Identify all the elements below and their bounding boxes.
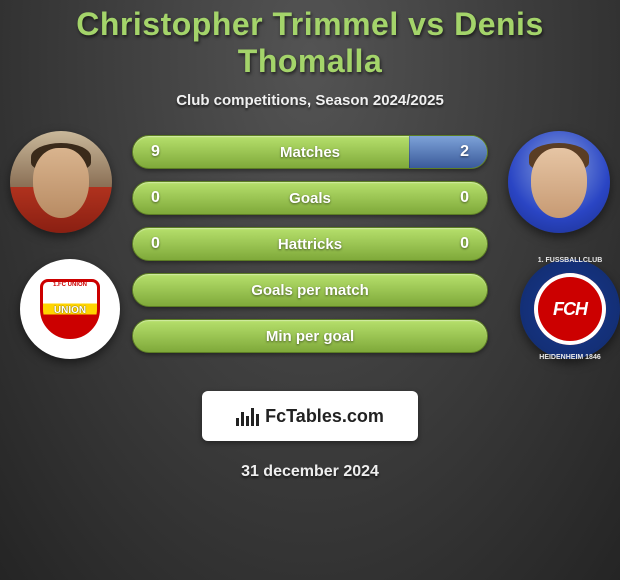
club2-ring-bot: HEIDENHEIM 1846 (520, 354, 620, 361)
stat-label: Goals (133, 190, 487, 207)
stat-left-value: 0 (151, 189, 160, 207)
branding-badge: FcTables.com (202, 391, 418, 441)
stat-label: Hattricks (133, 236, 487, 253)
subtitle: Club competitions, Season 2024/2025 (0, 92, 620, 109)
branding-chart-icon (236, 406, 259, 426)
club2-ring-top: 1. FUSSBALLCLUB (520, 257, 620, 264)
stat-label: Goals per match (133, 282, 487, 299)
player1-club-logo: 1.FC UNION UNION (20, 259, 120, 359)
club2-inner-text: FCH (553, 299, 587, 320)
comparison-area: 1.FC UNION UNION 1. FUSSBALLCLUB FCH HEI… (0, 131, 620, 391)
stat-left-value: 0 (151, 235, 160, 253)
stat-rows: 9Matches20Goals00Hattricks0Goals per mat… (132, 135, 488, 353)
player2-avatar (508, 131, 610, 233)
stat-left-value: 9 (151, 143, 160, 161)
stat-right-fill (409, 136, 487, 168)
stat-right-value: 0 (460, 235, 469, 253)
stat-label: Min per goal (133, 328, 487, 345)
stat-row: 0Goals0 (132, 181, 488, 215)
branding-text: FcTables.com (265, 406, 384, 427)
club1-maintext: UNION (40, 305, 100, 316)
stat-row: Min per goal (132, 319, 488, 353)
date-text: 31 december 2024 (0, 463, 620, 481)
player1-avatar (10, 131, 112, 233)
stat-row: Goals per match (132, 273, 488, 307)
stat-right-value: 0 (460, 189, 469, 207)
club1-smalltext: 1.FC UNION (40, 282, 100, 288)
stat-row: 9Matches2 (132, 135, 488, 169)
stat-right-value: 2 (460, 143, 469, 161)
page-title: Christopher Trimmel vs Denis Thomalla (0, 0, 620, 80)
player2-club-logo: 1. FUSSBALLCLUB FCH HEIDENHEIM 1846 (520, 259, 620, 359)
stat-row: 0Hattricks0 (132, 227, 488, 261)
